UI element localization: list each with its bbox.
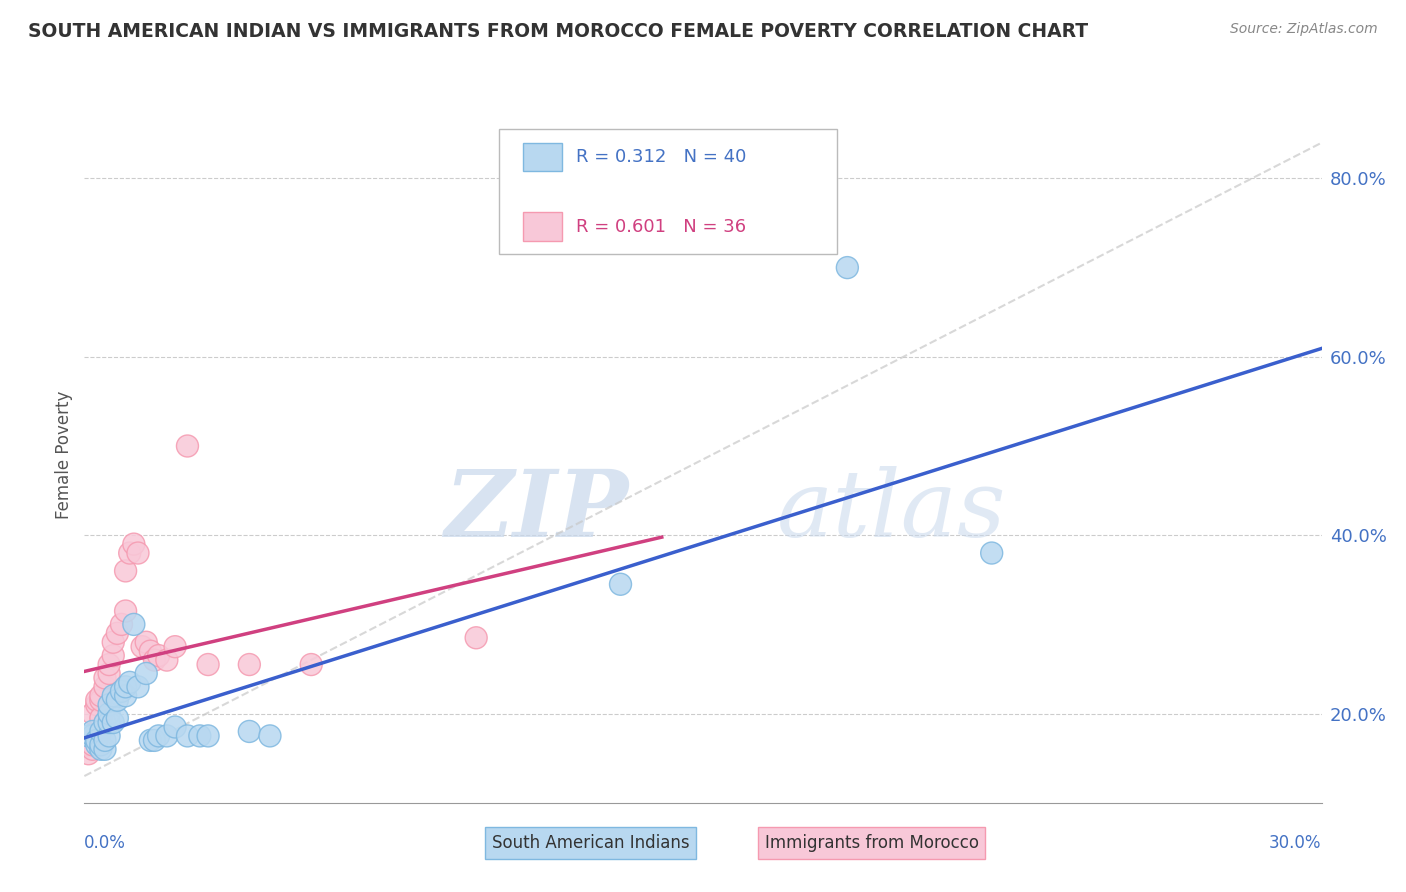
- Ellipse shape: [122, 533, 145, 555]
- Ellipse shape: [139, 730, 162, 751]
- Ellipse shape: [103, 712, 124, 733]
- Ellipse shape: [115, 685, 136, 706]
- Text: Immigrants from Morocco: Immigrants from Morocco: [765, 834, 979, 852]
- Ellipse shape: [143, 649, 166, 671]
- Ellipse shape: [111, 614, 132, 635]
- Ellipse shape: [127, 676, 149, 698]
- Ellipse shape: [197, 725, 219, 747]
- Ellipse shape: [148, 645, 170, 666]
- Ellipse shape: [103, 685, 124, 706]
- Ellipse shape: [86, 690, 108, 711]
- Text: R = 0.601   N = 36: R = 0.601 N = 36: [576, 218, 747, 235]
- Ellipse shape: [188, 725, 211, 747]
- Ellipse shape: [82, 721, 104, 742]
- Ellipse shape: [197, 654, 219, 675]
- Ellipse shape: [143, 730, 166, 751]
- Ellipse shape: [77, 725, 100, 747]
- Ellipse shape: [122, 614, 145, 635]
- Ellipse shape: [148, 725, 170, 747]
- Ellipse shape: [139, 640, 162, 662]
- Ellipse shape: [107, 690, 128, 711]
- Ellipse shape: [94, 739, 115, 760]
- Ellipse shape: [98, 694, 120, 715]
- Ellipse shape: [98, 725, 120, 747]
- Ellipse shape: [981, 542, 1002, 564]
- Ellipse shape: [135, 663, 157, 684]
- Ellipse shape: [82, 725, 104, 747]
- Ellipse shape: [94, 667, 115, 689]
- Ellipse shape: [165, 716, 186, 738]
- Ellipse shape: [135, 632, 157, 653]
- Ellipse shape: [90, 690, 112, 711]
- Ellipse shape: [177, 725, 198, 747]
- Ellipse shape: [98, 663, 120, 684]
- Ellipse shape: [90, 721, 112, 742]
- Text: R = 0.312   N = 40: R = 0.312 N = 40: [576, 148, 747, 166]
- Text: atlas: atlas: [778, 466, 1007, 556]
- Ellipse shape: [77, 743, 100, 764]
- Ellipse shape: [98, 654, 120, 675]
- Text: SOUTH AMERICAN INDIAN VS IMMIGRANTS FROM MOROCCO FEMALE POVERTY CORRELATION CHAR: SOUTH AMERICAN INDIAN VS IMMIGRANTS FROM…: [28, 22, 1088, 41]
- Ellipse shape: [86, 721, 108, 742]
- Ellipse shape: [239, 654, 260, 675]
- Ellipse shape: [86, 694, 108, 715]
- Ellipse shape: [90, 734, 112, 756]
- Ellipse shape: [259, 725, 281, 747]
- Ellipse shape: [115, 600, 136, 622]
- Ellipse shape: [156, 649, 177, 671]
- Ellipse shape: [103, 632, 124, 653]
- Ellipse shape: [90, 685, 112, 706]
- Ellipse shape: [156, 725, 177, 747]
- Text: 0.0%: 0.0%: [84, 834, 127, 852]
- Ellipse shape: [77, 734, 100, 756]
- Ellipse shape: [465, 627, 486, 648]
- Ellipse shape: [98, 703, 120, 724]
- Ellipse shape: [82, 739, 104, 760]
- Ellipse shape: [131, 636, 153, 657]
- Ellipse shape: [301, 654, 322, 675]
- Y-axis label: Female Poverty: Female Poverty: [55, 391, 73, 519]
- Ellipse shape: [115, 676, 136, 698]
- Ellipse shape: [94, 730, 115, 751]
- Ellipse shape: [82, 703, 104, 724]
- Text: ZIP: ZIP: [444, 466, 628, 556]
- Ellipse shape: [610, 574, 631, 595]
- Ellipse shape: [86, 734, 108, 756]
- Text: South American Indians: South American Indians: [492, 834, 689, 852]
- Ellipse shape: [118, 672, 141, 693]
- Ellipse shape: [382, 810, 405, 831]
- Ellipse shape: [90, 739, 112, 760]
- Ellipse shape: [115, 560, 136, 582]
- Ellipse shape: [103, 645, 124, 666]
- Ellipse shape: [127, 542, 149, 564]
- Ellipse shape: [90, 707, 112, 729]
- Ellipse shape: [82, 734, 104, 756]
- Text: Source: ZipAtlas.com: Source: ZipAtlas.com: [1230, 22, 1378, 37]
- Ellipse shape: [94, 712, 115, 733]
- Ellipse shape: [239, 721, 260, 742]
- Ellipse shape: [107, 623, 128, 644]
- Ellipse shape: [118, 542, 141, 564]
- Ellipse shape: [94, 676, 115, 698]
- Ellipse shape: [837, 257, 858, 278]
- Ellipse shape: [165, 636, 186, 657]
- Ellipse shape: [111, 681, 132, 702]
- Ellipse shape: [98, 712, 120, 733]
- Ellipse shape: [86, 730, 108, 751]
- Ellipse shape: [177, 435, 198, 457]
- Ellipse shape: [107, 707, 128, 729]
- Text: 30.0%: 30.0%: [1270, 834, 1322, 852]
